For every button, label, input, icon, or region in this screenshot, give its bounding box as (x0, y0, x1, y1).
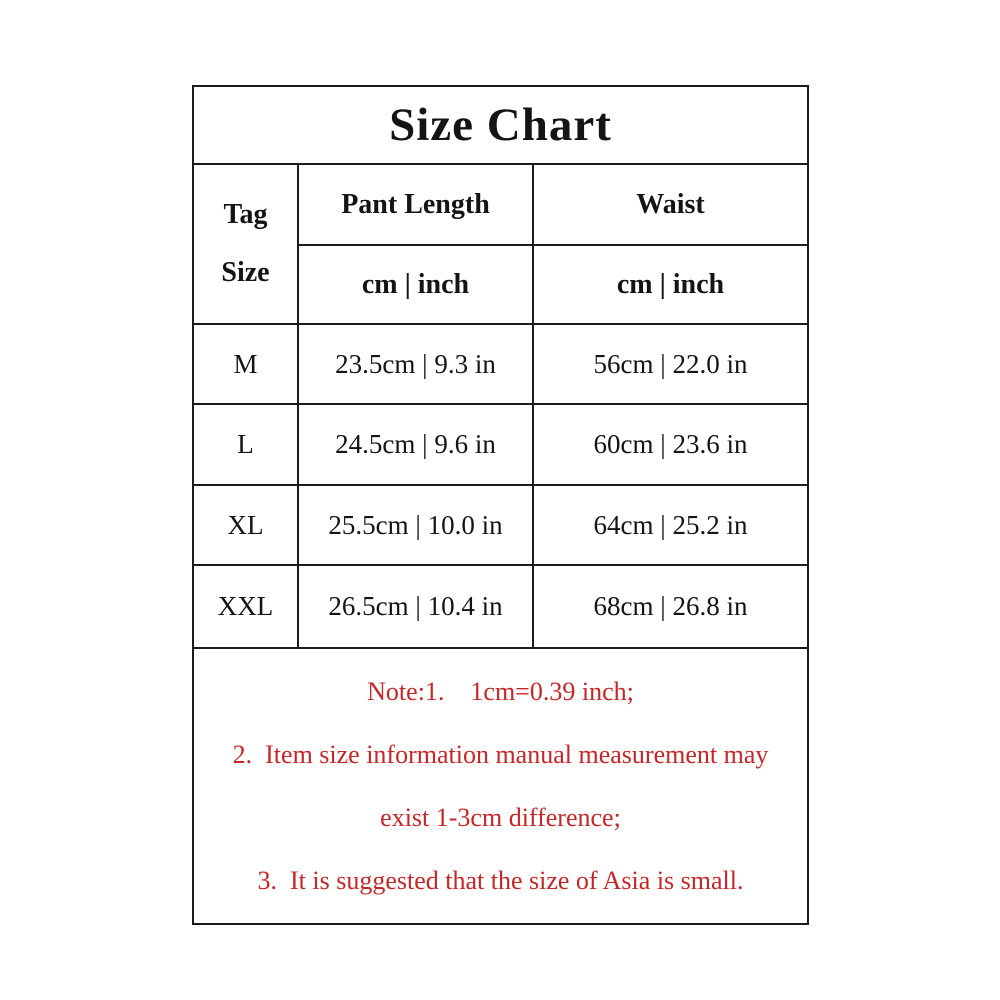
pant-length-xl: 25.5cm | 10.0 in (297, 484, 534, 566)
pant-length-l: 24.5cm | 9.6 in (297, 403, 534, 486)
column-header-pant-length: Pant Length (297, 163, 534, 246)
size-label-xl: XL (192, 484, 299, 566)
pant-length-m: 23.5cm | 9.3 in (297, 323, 534, 405)
subheader-waist-units: cm | inch (532, 244, 809, 325)
table-row-m: M 23.5cm | 9.3 in 56cm | 22.0 in (192, 323, 809, 405)
note-line-1: Note:1. 1cm=0.39 inch; (367, 677, 634, 706)
waist-m: 56cm | 22.0 in (532, 323, 809, 405)
column-header-waist: Waist (532, 163, 809, 246)
size-label-xxl: XXL (192, 564, 299, 649)
title-row: Size Chart (192, 85, 809, 165)
waist-xxl: 68cm | 26.8 in (532, 564, 809, 649)
note-line-2: 2. Item size information manual measurem… (232, 740, 769, 769)
size-chart: Size Chart Tag Size Pant Length Waist cm… (192, 85, 809, 925)
table-row-xl: XL 25.5cm | 10.0 in 64cm | 25.2 in (192, 484, 809, 566)
table-row-xxl: XXL 26.5cm | 10.4 in 68cm | 26.8 in (192, 564, 809, 649)
size-table: Size Chart Tag Size Pant Length Waist cm… (192, 85, 809, 925)
pant-length-xxl: 26.5cm | 10.4 in (297, 564, 534, 649)
tag-size-label-line1: Tag (223, 199, 268, 230)
notes-row: Note:1. 1cm=0.39 inch; 2. Item size info… (192, 647, 809, 925)
tag-size-label-line2: Size (221, 257, 270, 288)
subheader-row: cm | inch cm | inch (193, 244, 809, 325)
size-label-l: L (192, 403, 299, 486)
header-row: Tag Size Pant Length Waist (192, 163, 809, 325)
note-line-3: exist 1-3cm difference; (380, 803, 621, 832)
table-row-l: L 24.5cm | 9.6 in 60cm | 23.6 in (192, 403, 809, 486)
waist-l: 60cm | 23.6 in (532, 403, 809, 486)
note-line-4: 3. It is suggested that the size of Asia… (257, 866, 744, 895)
subheader-pant-length-units: cm | inch (297, 244, 534, 325)
waist-xl: 64cm | 25.2 in (532, 484, 809, 566)
column-header-tag-size: Tag Size (192, 163, 299, 325)
page-title: Size Chart (192, 85, 809, 165)
notes-section: Note:1. 1cm=0.39 inch; 2. Item size info… (192, 647, 809, 925)
size-label-m: M (192, 323, 299, 405)
